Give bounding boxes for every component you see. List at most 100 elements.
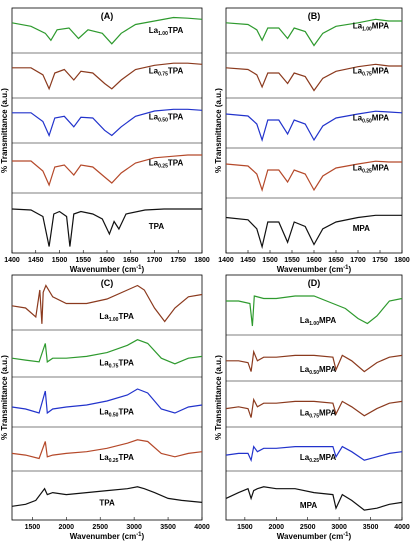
series-line: [11, 439, 203, 460]
series-line: [11, 16, 203, 45]
x-axis-label-sup: -1: [136, 532, 142, 538]
series-label-main: La: [149, 66, 159, 75]
series-label: La1.00TPA: [149, 26, 184, 37]
series-line: [225, 18, 402, 47]
series-label-sub: 0.25: [362, 169, 372, 175]
series-label: La0.50TPA: [149, 113, 184, 124]
x-axis-label: Wavenumber (cm-1): [70, 265, 145, 274]
x-tick-label: 1550: [75, 257, 91, 264]
x-tick-label: 3500: [160, 524, 176, 531]
x-tick-label: 1500: [237, 524, 253, 531]
x-tick-label: 1450: [28, 257, 44, 264]
series-label-main: La: [353, 164, 363, 173]
series-label-main: La: [99, 453, 109, 462]
series-label-sub: 1.00: [109, 317, 119, 323]
x-tick-label: 1650: [123, 257, 139, 264]
series-line: [225, 110, 403, 143]
series-label-sub: 0.25: [158, 164, 168, 170]
panel-b: 1400 1450 1500 1550 1600 1650 1700 1750 1800 Wave…: [214, 7, 410, 274]
x-tick-label: 2000: [58, 524, 74, 531]
x-tick-label: 1500: [262, 257, 278, 264]
series-label: La0.25TPA: [99, 453, 134, 464]
plot-frame: [225, 274, 403, 521]
series-line: [11, 208, 202, 247]
y-axis-label: % Transmittance (a.u.): [0, 355, 9, 440]
series-label-main: La: [300, 316, 310, 325]
panel-tag: (C): [101, 278, 114, 288]
series-label-end: TPA: [168, 159, 184, 168]
series-line: [225, 214, 402, 250]
series-label: La1.00MPA: [300, 316, 336, 327]
series-line: [225, 63, 402, 92]
panel-tag: (B): [308, 11, 321, 21]
series-label-end: MPA: [319, 453, 336, 462]
series-label: MPA: [300, 501, 317, 510]
series-label-main: La: [149, 113, 159, 122]
series-label-end: MPA: [319, 409, 336, 418]
series-label: La0.75TPA: [149, 66, 184, 77]
x-tick-label: 3000: [126, 524, 142, 531]
y-axis-label: % Transmittance (a.u.): [214, 88, 223, 173]
series-label-main: La: [99, 312, 109, 321]
series-line: [226, 295, 403, 327]
series-label-sub: 0.50: [309, 370, 319, 376]
series-label-sub: 0.50: [158, 118, 168, 124]
series-label-main: La: [99, 358, 109, 367]
x-tick-label: 2500: [92, 524, 108, 531]
x-axis-label-end: ): [349, 532, 352, 541]
series-line: [12, 154, 202, 187]
x-tick-label: 1700: [147, 257, 163, 264]
x-tick-label: 1450: [240, 257, 256, 264]
series-line: [225, 397, 403, 418]
series-label-sub: 0.75: [309, 414, 319, 420]
series-label: La0.75MPA: [353, 66, 389, 77]
series-label-main: La: [149, 159, 159, 168]
series-label: TPA: [149, 222, 165, 231]
panel-c: 1500 2000 2500 3000 3500 4000 Wavenumber (cm-1…: [0, 274, 210, 541]
panel-tag: (A): [101, 11, 114, 21]
series-label-sub: 1.00: [158, 31, 168, 37]
series-label-sub: 0.50: [362, 119, 372, 125]
x-tick-label: 1800: [194, 257, 210, 264]
panel-a: 1400 1450 1500 1550 1600 1650 1700 1750 1800 Wave…: [0, 7, 210, 274]
x-tick-label: 4000: [394, 524, 410, 531]
series-line: [12, 108, 203, 138]
x-tick-label: 1600: [99, 257, 115, 264]
series-label-end: MPA: [372, 66, 389, 75]
series-label-end: MPA: [372, 114, 389, 123]
plot-frame: [11, 7, 203, 254]
x-tick-label: 1750: [372, 257, 388, 264]
series-label-sub: 0.75: [109, 363, 119, 369]
x-axis-label-end: ): [142, 532, 145, 541]
series-label: La0.50MPA: [353, 114, 389, 125]
series-label-main: La: [300, 453, 310, 462]
series-label-main: La: [353, 66, 363, 75]
series-label-end: TPA: [118, 358, 134, 367]
x-axis-label-sup: -1: [343, 532, 349, 538]
series-label-end: MPA: [372, 21, 389, 30]
panel-tag: (D): [308, 278, 321, 288]
series-label: La1.00TPA: [99, 312, 134, 323]
x-axis-label: Wavenumber (cm-1): [277, 265, 352, 274]
series-label-end: TPA: [118, 408, 134, 417]
series-label: La0.50MPA: [300, 365, 336, 376]
series-line: [11, 486, 203, 507]
series-label-end: TPA: [118, 312, 134, 321]
series-label-end: TPA: [168, 66, 184, 75]
x-tick-label: 1500: [52, 257, 68, 264]
x-tick-label: 1600: [306, 257, 322, 264]
x-tick-label: 1700: [350, 257, 366, 264]
series-label-end: MPA: [319, 316, 336, 325]
x-tick-label: 4000: [194, 524, 210, 531]
series-line: [11, 388, 203, 415]
series-label-sub: 0.75: [158, 71, 168, 77]
series-line: [225, 486, 403, 511]
series-line: [226, 349, 403, 373]
series-label: La0.25MPA: [300, 453, 336, 464]
x-tick-label: 1650: [328, 257, 344, 264]
series-label-sub: 1.00: [309, 321, 319, 327]
y-axis-label: % Transmittance (a.u.): [0, 88, 9, 173]
x-tick-label: 2000: [268, 524, 284, 531]
series-label-sub: 0.25: [309, 458, 319, 464]
